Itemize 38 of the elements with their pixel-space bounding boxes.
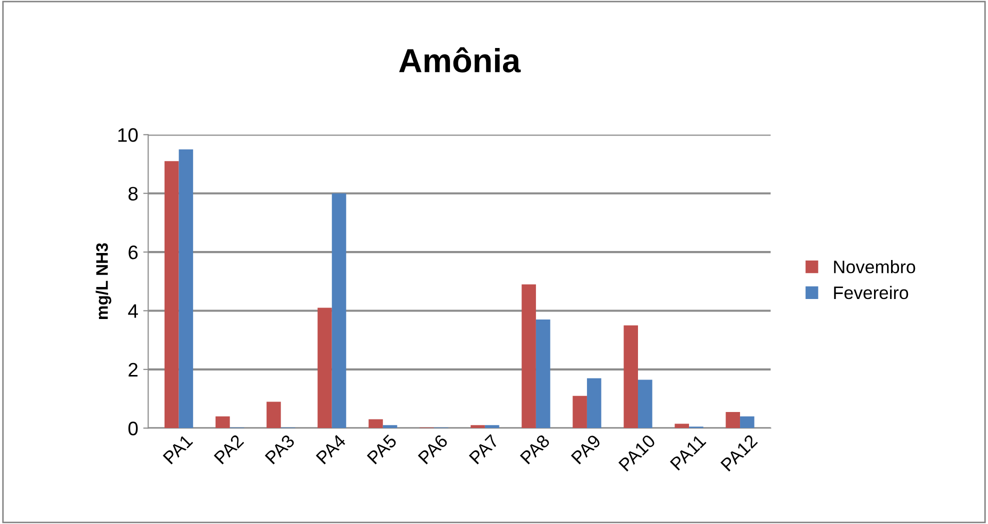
bar [266, 402, 281, 428]
bar [332, 193, 346, 428]
x-tick-label: PA4 [316, 434, 346, 464]
bar [484, 425, 500, 428]
x-tick-label: PA9 [570, 434, 602, 464]
x-tick-label: PA1 [162, 434, 194, 464]
bar [586, 378, 602, 428]
bar [522, 284, 536, 428]
bar [382, 425, 398, 428]
bar [740, 416, 754, 428]
bar [216, 416, 230, 428]
y-tick-label: 10 [118, 128, 138, 142]
x-tick-label: PA6 [418, 434, 448, 464]
bar [624, 325, 638, 428]
x-tick-label: PA5 [366, 434, 398, 464]
bar [318, 308, 332, 428]
x-tick-label: PA2 [214, 434, 244, 464]
bar [674, 424, 690, 428]
x-tick-label: PA8 [520, 434, 550, 464]
bar [638, 380, 652, 428]
bar [572, 396, 587, 428]
chart-title: Amônia [399, 47, 521, 72]
legend-label: Novembro [834, 260, 916, 274]
y-tick-label: 2 [128, 362, 138, 376]
legend-label: Fevereiro [834, 286, 908, 300]
y-tick-label: 0 [128, 422, 138, 436]
bar [726, 412, 740, 428]
y-tick-label: 4 [128, 304, 138, 318]
bar [178, 149, 194, 428]
bar [470, 425, 485, 428]
x-tick-label: PA7 [468, 434, 500, 464]
bar [164, 161, 179, 428]
y-tick-label: 6 [128, 246, 138, 260]
x-tick-label: PA3 [264, 434, 296, 464]
bar [368, 419, 383, 428]
y-axis-title: mg/L NH3 [96, 243, 112, 320]
y-tick-label: 8 [128, 186, 138, 201]
bar [536, 320, 550, 428]
